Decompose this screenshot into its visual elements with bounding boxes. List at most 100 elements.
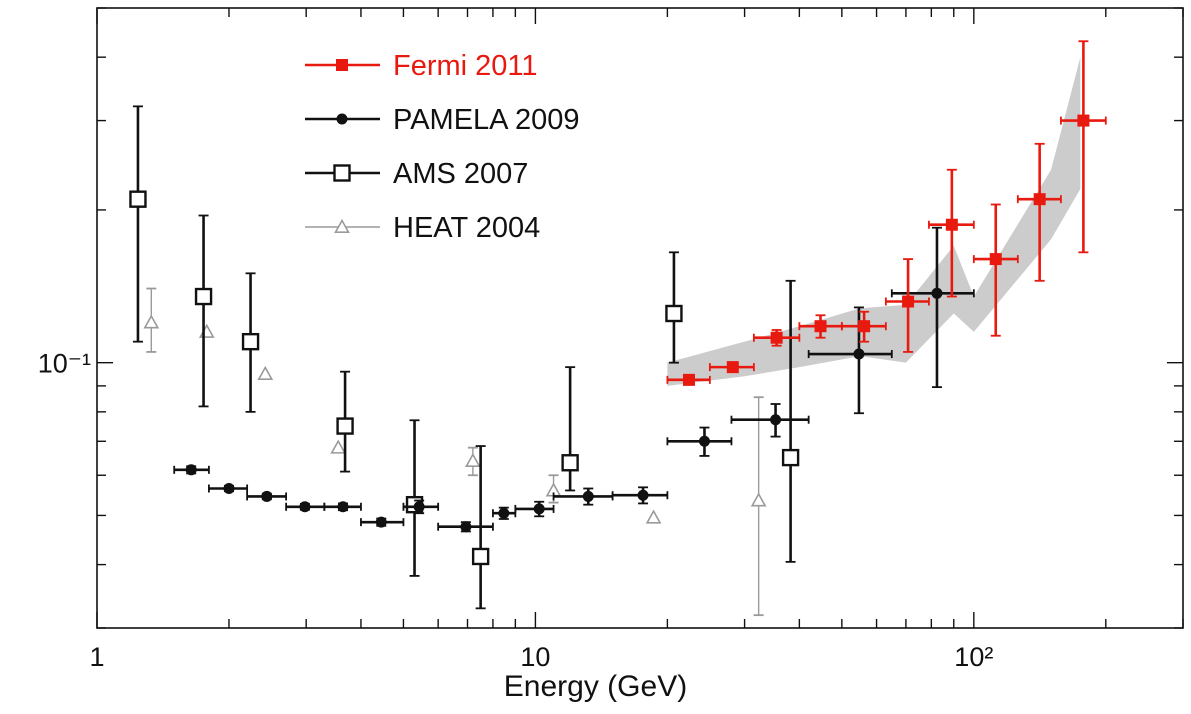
marker-open-triangle [334,218,350,233]
data-point [781,279,800,563]
marker-open-triangle [257,365,274,380]
axes: 1 10 10² 10⁻¹ [38,7,1184,672]
data-point [241,272,260,413]
legend: Fermi 2011 PAMELA 2009 AMS 2007 HEAT 2004 [305,50,579,244]
data-point [129,105,147,343]
data-point [465,446,481,477]
marker-open-square [194,287,213,306]
marker-open-square [665,304,683,323]
data-point [561,366,579,492]
marker-filled-circle [533,503,545,515]
marker-filled-square [858,320,871,333]
data-point [972,203,1019,337]
marker-filled-square [1077,114,1090,127]
marker-filled-circle [637,489,649,501]
marker-open-triangle [750,492,767,507]
marker-filled-circle [375,516,387,528]
data-point [336,370,354,473]
data-point [173,464,210,476]
data-point [752,329,801,347]
marker-filled-circle [698,435,710,447]
legend-entry-ams-2007: AMS 2007 [305,158,528,190]
data-point [257,365,274,380]
x-tick-label: 1 [89,642,104,672]
marker-filled-circle [460,521,472,533]
marker-filled-square [902,295,915,308]
data-point [330,439,347,454]
marker-filled-square [682,373,695,386]
data-point [552,487,614,506]
marker-filled-circle [185,464,197,476]
data-point [285,501,326,513]
legend-entry-fermi-2011: Fermi 2011 [305,50,538,82]
plot-frame [96,7,1184,629]
marker-open-square [471,547,490,566]
marker-open-triangle [330,439,347,454]
data-point [840,310,887,343]
data-point [1016,142,1062,282]
uncertainty-band [667,57,1081,386]
marker-filled-circle [337,501,349,513]
x-tick-label: 10 [520,642,550,672]
marker-filled-square [945,218,958,231]
marker-filled-square [770,331,783,344]
data-point [665,251,683,364]
data-point [611,486,669,505]
data-point [708,361,755,374]
marker-open-square [336,417,354,435]
data-point [208,482,249,494]
marker-open-triangle [645,509,662,524]
data-point [194,214,213,408]
marker-open-triangle [465,452,481,468]
marker-filled-square [814,320,827,333]
data-point [437,521,494,533]
marker-filled-square [1033,193,1046,206]
uncertainty-band-layer [667,57,1081,386]
series-fermi-2011 [666,40,1107,386]
data-point [514,500,555,518]
y-tick-label: 10⁻¹ [38,349,91,379]
marker-filled-circle [582,490,594,502]
marker-filled-circle [413,501,425,513]
data-point [666,426,733,457]
data-point [750,396,767,617]
data-point [143,287,160,353]
data-point [402,499,440,515]
data-point [928,168,975,298]
data-point [730,403,810,438]
marker-open-square [781,448,800,467]
marker-filled-square [989,253,1002,266]
series-pamela-2009 [173,226,975,533]
marker-open-square [561,454,579,472]
marker-filled-circle [853,348,865,360]
data-point [246,490,288,502]
marker-filled-circle [299,501,311,513]
data-point [323,501,362,513]
marker-open-triangle [143,314,160,329]
marker-filled-circle [223,482,235,494]
legend-entry-heat-2004: HEAT 2004 [305,212,540,244]
series-heat-2004 [143,287,767,617]
x-axis-title: Energy (GeV) [503,670,688,703]
legend-label: HEAT 2004 [393,212,540,244]
data-point [492,506,517,520]
x-tick-label: 10² [954,642,993,672]
marker-filled-circle [261,490,273,502]
marker-filled-square [336,59,348,71]
marker-open-triangle [198,323,215,338]
marker-open-square [241,332,260,351]
series-ams-2007 [129,105,800,610]
data-point [198,323,215,338]
data-point [666,373,711,386]
marker-filled-circle [336,113,348,125]
marker-open-square [333,164,351,182]
marker-filled-circle [931,287,943,299]
marker-open-square [129,190,147,208]
data-point [645,509,662,524]
legend-label: AMS 2007 [393,158,528,190]
data-point [884,258,930,353]
data-point [1060,40,1107,254]
legend-entry-pamela-2009: PAMELA 2009 [305,104,579,136]
data-point [890,226,975,389]
